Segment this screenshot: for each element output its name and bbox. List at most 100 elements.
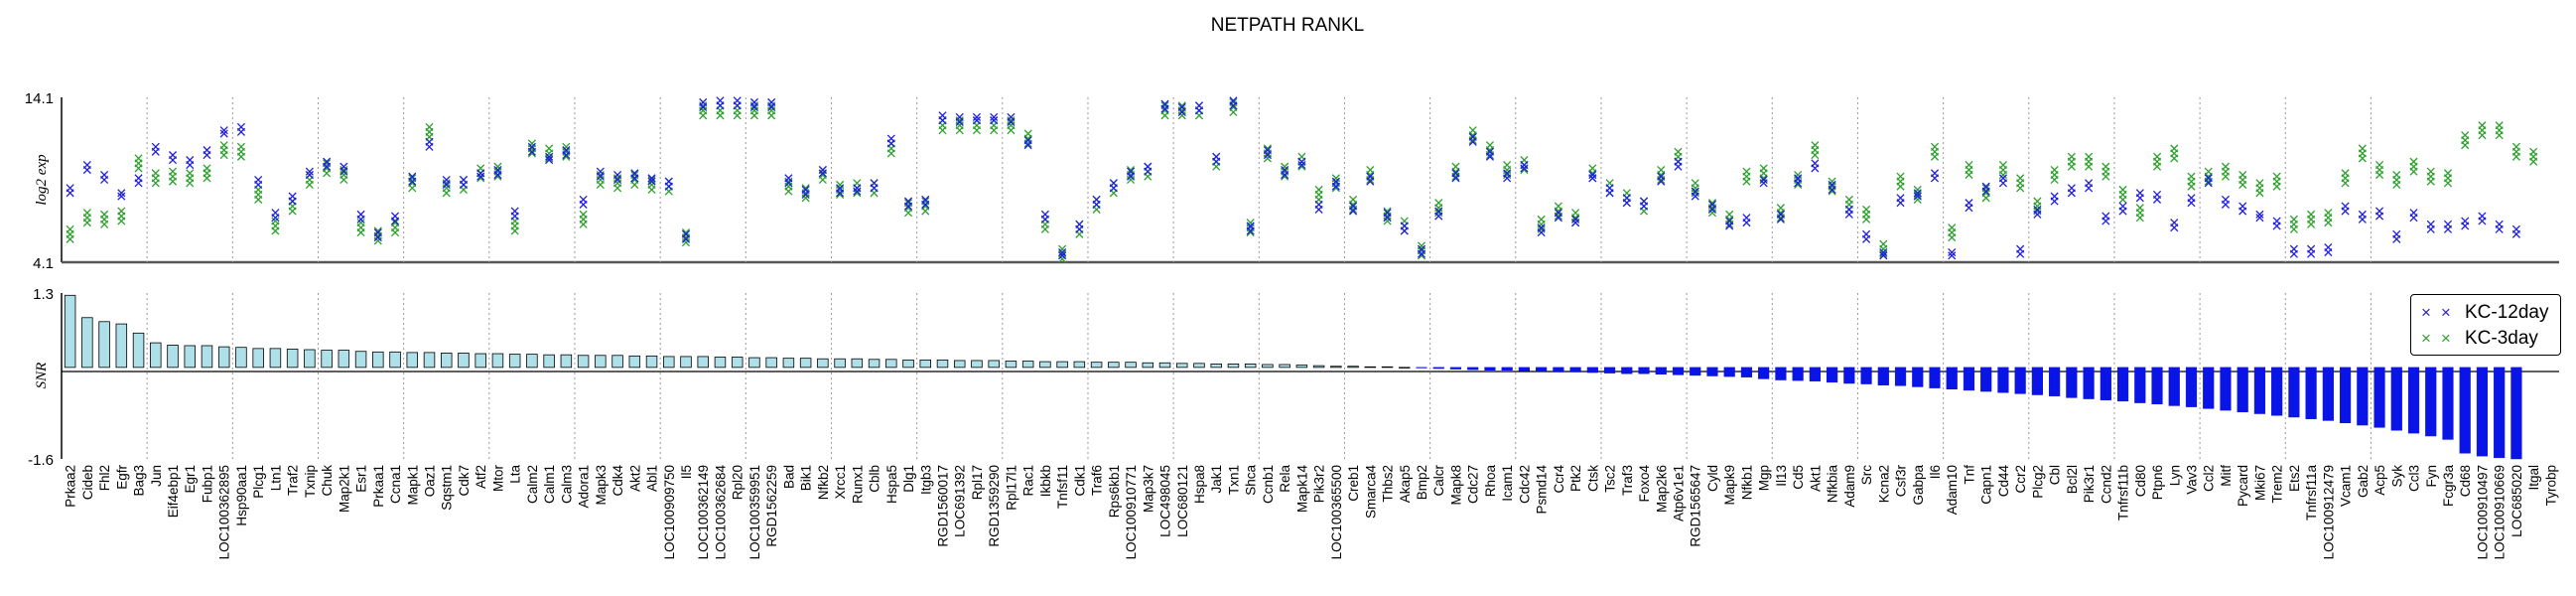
x-tick-label: Lyn (2167, 465, 2182, 486)
scatter-point-kc12 (1794, 174, 1803, 183)
scatter-point-kc12 (562, 146, 571, 155)
bottom-ylabel: SNR (34, 363, 50, 389)
scatter-point-kc12 (1948, 247, 1957, 257)
scatter-point-kc12 (1400, 226, 1409, 235)
snr-bar (2407, 367, 2420, 434)
scatter-point-kc12 (1417, 249, 1426, 258)
snr-bar (1227, 364, 1240, 369)
scatter-point-kc12 (117, 189, 126, 198)
scatter-point-kc12 (1571, 215, 1580, 224)
x-tick-label: Mgp (1757, 465, 1772, 491)
scatter-point-kc3 (1229, 97, 1238, 107)
x-tick-label: Cdk4 (610, 465, 625, 497)
snr-bar (919, 359, 932, 369)
scatter-point-kc12 (1896, 194, 1905, 203)
scatter-point-kc3 (1844, 195, 1853, 204)
snr-bar (799, 358, 812, 369)
x-tick-label: Egr1 (183, 465, 198, 494)
scatter-point-kc12 (271, 209, 280, 218)
x-tick-label: Traf3 (1620, 465, 1635, 496)
scatter-point-kc12 (2272, 217, 2281, 225)
scatter-point-kc3 (681, 228, 691, 237)
x-tick-label: Gabpa (1911, 465, 1926, 506)
scatter-point-kc12 (1605, 189, 1614, 198)
snr-bar (2134, 367, 2146, 403)
x-tick-label: Cideb (80, 465, 95, 500)
snr-bar (988, 360, 1000, 369)
scatter-point-kc3 (2478, 121, 2487, 130)
snr-bar (1210, 364, 1222, 369)
x-tick-label: LOC680121 (1175, 465, 1190, 537)
scatter-point-kc3 (1998, 161, 2007, 170)
snr-bar (372, 351, 384, 369)
scatter-point-kc12 (545, 156, 554, 165)
scatter-point-kc12 (836, 189, 845, 198)
scatter-point-kc3 (390, 219, 400, 227)
x-tick-label: Cd5 (1791, 465, 1806, 490)
scatter-point-kc12 (1058, 247, 1067, 257)
scatter-point-kc12 (2358, 210, 2367, 219)
snr-bar (1877, 367, 1889, 385)
snr-bar (132, 332, 145, 369)
scatter-point-kc3 (2067, 152, 2076, 161)
scatter-point-kc3 (1776, 204, 1785, 213)
x-tick-label: Lta (508, 465, 523, 484)
x-tick-label: LOC100359951 (747, 465, 762, 559)
scatter-point-kc3 (2358, 144, 2367, 153)
x-tick-label: LOC100910669 (2493, 465, 2508, 559)
snr-bar (1125, 362, 1137, 369)
x-tick-label: Egfr (114, 465, 129, 490)
scatter-point-kc12 (1588, 170, 1597, 180)
snr-bar (98, 321, 110, 369)
x-tick-label: Il6 (1928, 465, 1943, 479)
x-tick-label: Vav3 (2184, 465, 2199, 495)
snr-bar (971, 360, 983, 369)
snr-bar (1638, 367, 1650, 374)
scatter-point-kc3 (2324, 209, 2333, 218)
scatter-point-kc12 (390, 212, 400, 221)
scatter-point-kc12 (2067, 184, 2076, 193)
snr-bar (2322, 367, 2334, 421)
x-tick-label: LOC100910771 (1124, 465, 1139, 559)
x-tick-label: Atp6v1e1 (1672, 465, 1687, 522)
x-tick-label: Ccnd2 (2099, 465, 2113, 504)
snr-bar (1279, 364, 1290, 369)
x-tick-label: Map2k6 (1654, 465, 1669, 513)
scatter-point-kc3 (1554, 202, 1562, 211)
x-tick-label: Tnf (1962, 465, 1976, 485)
scatter-point-kc3 (2033, 197, 2042, 206)
scatter-point-kc12 (1879, 247, 1888, 257)
scatter-point-kc3 (339, 165, 348, 175)
x-tick-label: Itgal (2526, 465, 2541, 491)
scatter-point-kc12 (613, 175, 622, 185)
scatter-point-kc3 (2050, 165, 2059, 175)
scatter-point-kc3 (2272, 172, 2281, 181)
x-tick-label: Cd44 (1996, 465, 2011, 498)
scatter-point-kc12 (1092, 195, 1101, 204)
scatter-point-kc12 (356, 210, 365, 219)
snr-bar (1809, 367, 1821, 381)
scatter-point-kc12 (1485, 152, 1495, 161)
scatter-point-kc12 (681, 229, 691, 238)
x-tick-label: Bik1 (799, 465, 814, 491)
snr-bar (2442, 367, 2454, 440)
scatter-point-kc12 (510, 207, 519, 216)
snr-bar (1176, 363, 1188, 369)
scatter-point-kc12 (2443, 220, 2453, 228)
expression-scatter-panel: 14.1 4.1 log2 exp (25, 90, 2559, 272)
scatter-point-kc3 (630, 170, 639, 180)
scatter-point-kc12 (1434, 212, 1443, 221)
snr-bar (663, 356, 675, 369)
scatter-point-kc3 (1007, 116, 1016, 125)
snr-bar (645, 355, 658, 369)
scatter-point-kc3 (699, 101, 708, 110)
scatter-point-kc12 (818, 169, 827, 178)
snr-bar (628, 355, 641, 369)
scatter-point-kc12 (373, 228, 382, 237)
scatter-point-kc3 (82, 209, 91, 218)
snr-bar (2425, 367, 2437, 437)
scatter-point-kc12 (2409, 214, 2418, 223)
snr-bar (2083, 367, 2095, 399)
x-tick-label: Ccna1 (388, 465, 403, 504)
